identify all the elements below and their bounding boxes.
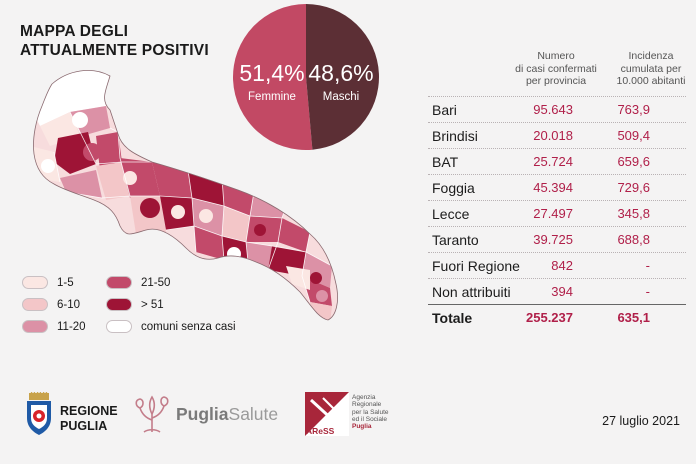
province-incidence: 688,8: [617, 232, 650, 247]
total-label: Totale: [432, 309, 473, 326]
table-row: Foggia 45.394 729,6: [428, 174, 686, 200]
map-legend: 1-5 6-10 11-20 21-50 > 51 comuni senza c…: [22, 276, 262, 336]
legend-item: comuni senza casi: [106, 320, 236, 333]
male-label: Maschi: [322, 91, 360, 103]
pie-slice-male: [306, 4, 380, 150]
table-row: BAT 25.724 659,6: [428, 148, 686, 174]
legend-item: 6-10: [22, 298, 80, 311]
female-percentage: 51,4%: [239, 60, 305, 86]
header-incidence: Incidenza cumulata per 10.000 abitanti: [616, 50, 686, 87]
title-line-1: MAPPA DEGLI: [20, 23, 129, 40]
province-name: Lecce: [432, 205, 470, 222]
aress-description: Agenzia Regionale per la Salute ed il So…: [352, 394, 389, 431]
report-date: 27 luglio 2021: [602, 414, 680, 428]
province-incidence: 659,6: [617, 154, 650, 169]
legend-swatch: [106, 276, 132, 289]
province-cases: 394: [551, 284, 573, 299]
map-title: MAPPA DEGLI ATTUALMENTE POSITIVI: [20, 22, 209, 60]
province-name: Non attribuiti: [432, 283, 511, 300]
province-cases: 25.724: [533, 154, 573, 169]
province-name: BAT: [432, 153, 459, 170]
table-row: Fuori Regione 842 -: [428, 252, 686, 278]
province-incidence: 729,6: [617, 180, 650, 195]
legend-swatch: [106, 320, 132, 333]
legend-swatch: [22, 298, 48, 311]
province-cases: 842: [551, 258, 573, 273]
province-name: Taranto: [432, 231, 479, 248]
province-name: Brindisi: [432, 127, 478, 144]
province-name: Bari: [432, 101, 457, 118]
header-cases: Numero di casi confermati per provincia: [515, 50, 597, 87]
region-outline: [33, 70, 338, 321]
province-incidence: 345,8: [617, 206, 650, 221]
pie-slice-female: [233, 4, 313, 150]
province-incidence: 509,4: [617, 128, 650, 143]
total-incidence: 635,1: [617, 310, 650, 325]
province-cases: 45.394: [533, 180, 573, 195]
table-row: Bari 95.643 763,9: [428, 96, 686, 122]
province-cases: 95.643: [533, 102, 573, 117]
legend-item: 11-20: [22, 320, 86, 333]
puglia-salute-logo: PugliaSalute: [176, 404, 279, 424]
puglia-salute-tree-icon: [135, 395, 169, 433]
regione-puglia-crest-icon: [27, 392, 51, 435]
legend-swatch: [106, 298, 132, 311]
table-row: Brindisi 20.018 509,4: [428, 122, 686, 148]
province-name: Foggia: [432, 179, 475, 196]
table-row: Lecce 27.497 345,8: [428, 200, 686, 226]
gender-pie-chart: 51,4% Femmine 48,6% Maschi: [233, 4, 380, 150]
male-percentage: 48,6%: [308, 60, 374, 86]
province-incidence: 763,9: [617, 102, 650, 117]
province-cases: 39.725: [533, 232, 573, 247]
table-total-row: Totale 255.237 635,1: [428, 304, 686, 330]
regione-puglia-logo: REGIONE PUGLIA: [60, 404, 118, 433]
legend-swatch: [22, 276, 48, 289]
legend-item: 1-5: [22, 276, 74, 289]
legend-item: 21-50: [106, 276, 170, 289]
legend-item: > 51: [106, 298, 164, 311]
province-name: Fuori Regione: [432, 257, 520, 274]
province-cases: 20.018: [533, 128, 573, 143]
total-cases: 255.237: [526, 310, 573, 325]
province-incidence: -: [645, 284, 650, 299]
province-cases: 27.497: [533, 206, 573, 221]
title-line-2: ATTUALMENTE POSITIVI: [20, 42, 209, 59]
legend-swatch: [22, 320, 48, 333]
province-incidence: -: [645, 258, 650, 273]
aress-logo-icon: [305, 392, 349, 436]
aress-short-label: AReSS: [306, 426, 335, 436]
table-row: Non attribuiti 394 -: [428, 278, 686, 304]
female-label: Femmine: [248, 91, 296, 103]
table-row: Taranto 39.725 688,8: [428, 226, 686, 252]
